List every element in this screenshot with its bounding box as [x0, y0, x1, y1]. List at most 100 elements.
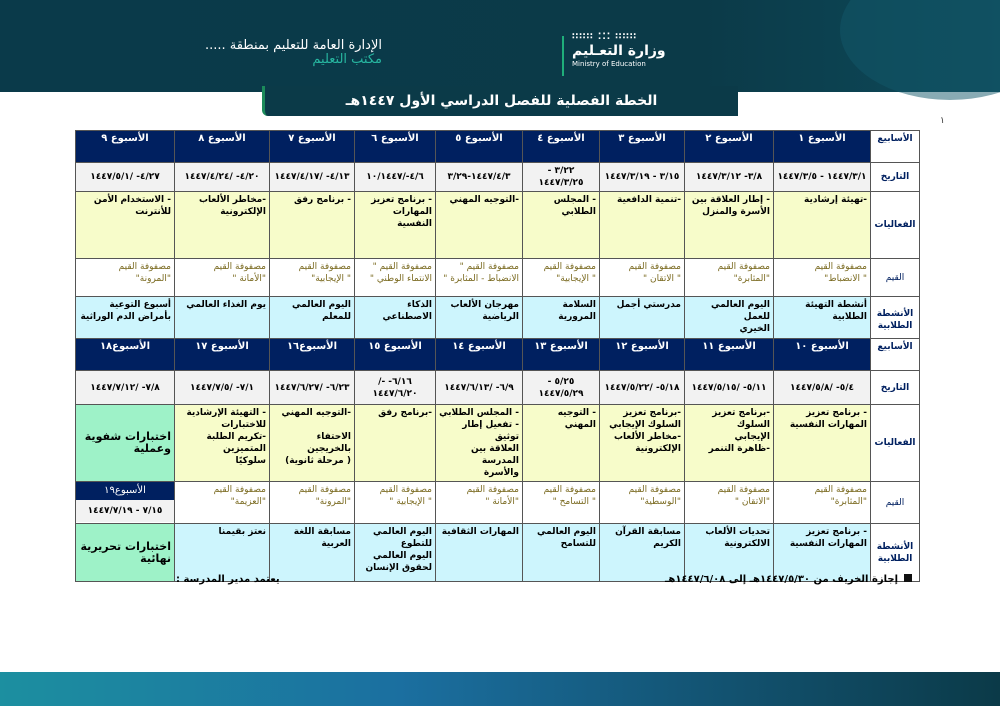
hd-row: الأسابيع الأسبوع ١ الأسبوع ٢ الأسبوع ٣ الأسب… — [75, 130, 920, 163]
values-cell: مصفوفة القيم "المثابرة" — [773, 481, 871, 524]
activities-cell: - المجلس الطلابي - تفعيل إطار توثيق العل… — [435, 404, 523, 482]
date-cell: ٣/١٥ - ١٤٤٧/٣/١٩ — [599, 162, 685, 192]
val-row: القيم مصفوفة القيم "المثابرة" مصفوفة القيم… — [75, 481, 920, 524]
date-row: التاريخ ١٤٤٧/٣/١ - ١٤٤٧/٣/٥ ٣/٨- ١٤٤٧/٣/١٢… — [75, 162, 920, 192]
date-cell: ٥/١٨- /١٤٤٧/٥/٢٢ — [599, 370, 685, 405]
week-19-header: الأسبوع١٩ — [76, 482, 174, 500]
activities-cell: -تنمية الدافعية — [599, 191, 685, 259]
activities-cell: -برنامج رفق — [354, 404, 436, 482]
activities-cell: - التهيئة الإرشادية للاختبارات -تكريم ال… — [174, 404, 270, 482]
week-header: الأسبوع ١٢ — [599, 338, 685, 371]
values-cell: مصفوفة القيم " الانضباط" — [773, 258, 871, 297]
week-19-cell: الأسبوع١٩ ٧/١٥ - ١٤٤٧/٧/١٩ — [75, 481, 175, 524]
principal-approval: يعتمد مدير المدرسة : — [176, 574, 280, 585]
date-cell: ١٤٤٧/٤/٣-٣/٢٩ — [435, 162, 523, 192]
student-activity-cell: نعتز بقيمنا — [174, 523, 270, 582]
values-cell: مصفوفة القيم "المرونة" — [75, 258, 175, 297]
values-cell: مصفوفة القيم "الأمانة " — [174, 258, 270, 297]
date-cell: ٥/١١- /١٤٤٧/٥/١٥ — [684, 370, 774, 405]
page-number: ١ — [940, 116, 945, 126]
week-header: الأسبوع ٣ — [599, 130, 685, 163]
values-cell: مصفوفة القيم "العزيمة" — [174, 481, 270, 524]
date-cell: ٣/٢٢ - ١٤٤٧/٣/٢٥ — [522, 162, 600, 192]
stu-row: الأنشطة الطلابية - برنامج تعزيز المهارات … — [75, 523, 920, 582]
values-cell: مصفوفة القيم " الانضباط - المثابرة " — [435, 258, 523, 297]
week-header: الأسبوع ١٣ — [522, 338, 600, 371]
student-activity-cell: المهارات الثقافية — [435, 523, 523, 582]
student-activity-cell: مدرستي أجمل — [599, 296, 685, 344]
office-name: مكتب التعليم — [312, 52, 382, 67]
row-label-date: التاريخ — [870, 370, 920, 405]
student-activity-cell: أنشطة التهيئة الطلابية — [773, 296, 871, 344]
date-cell: ٤/٢٧- /١٤٤٧/٥/١ — [75, 162, 175, 192]
student-activity-cell: مهرجان الألعاب الرياضية — [435, 296, 523, 344]
date-cell: ٥/٢٥ - ١٤٤٧/٥/٢٩ — [522, 370, 600, 405]
week-header: الأسبوع ٧ — [269, 130, 355, 163]
week-header: الأسبوع ٦ — [354, 130, 436, 163]
logo-divider — [562, 36, 564, 76]
page-title: الخطة الفصلية للفصل الدراسي الأول ١٤٤٧هـ — [262, 86, 738, 116]
activities-cell: - إطار العلاقة بين الأسرة والمنزل — [684, 191, 774, 259]
values-cell: مصفوفة القيم " التسامح " — [522, 481, 600, 524]
values-cell: مصفوفة القيم "المثابرة" — [684, 258, 774, 297]
date-cell: ٧/١- /١٤٤٧/٧/٥ — [174, 370, 270, 405]
activities-cell: -برنامج تعزيز السلوك الإيجابي -ظاهرة الت… — [684, 404, 774, 482]
date-cell: ٦/٢٣- /١٤٤٧/٦/٢٧ — [269, 370, 355, 405]
week-19-date: ٧/١٥ - ١٤٤٧/٧/١٩ — [76, 500, 174, 522]
val-row: القيم مصفوفة القيم " الانضباط" مصفوفة القي… — [75, 258, 920, 297]
student-activity-cell: تحديات الألعاب الالكترونية — [684, 523, 774, 582]
row-label-activities: الفعاليات — [870, 191, 920, 259]
row-label-date: التاريخ — [870, 162, 920, 192]
date-cell: ٣/٨- ١٤٤٧/٣/١٢ — [684, 162, 774, 192]
values-cell: مصفوفة القيم "الأمانة " — [435, 481, 523, 524]
values-cell: مصفوفة القيم " الانتماء الوطني " — [354, 258, 436, 297]
header-band — [0, 0, 1000, 100]
date-cell: ٦/٩- /١٤٤٧/٦/١٣ — [435, 370, 523, 405]
row-label-student: الأنشطة الطلابية — [870, 523, 920, 582]
student-activity-cell: - برنامج تعزيز المهارات النفسية — [773, 523, 871, 582]
week-header: الأسبوع١٨ — [75, 338, 175, 371]
student-activity-cell: اليوم العالمي للتسامح — [522, 523, 600, 582]
date-cell: ٦/١٦- -/١٤٤٧/٦/٢٠ — [354, 370, 436, 405]
week-header: الأسبوع ١١ — [684, 338, 774, 371]
ministry-logo: ∷∷∷ ⁚⁚⁚ ∷∷∷ وزارة التعـليم Ministry of E… — [572, 33, 702, 82]
date-cell: ٤/١٣- /١٤٤٧/٤/١٧ — [269, 162, 355, 192]
row-label-activities: الفعاليات — [870, 404, 920, 482]
activities-cell: - برنامج تعزيز المهارات النفسية — [354, 191, 436, 259]
plan-table-2: الأسابيع الأسبوع ١٠ الأسبوع ١١ الأسبوع ١٢ ال… — [75, 338, 920, 582]
date-cell: ٧/٨- /١٤٤٧/٧/١٢ — [75, 370, 175, 405]
week-header: الأسبوع ٤ — [522, 130, 600, 163]
week-header: الأسبوع ٩ — [75, 130, 175, 163]
week-header: الأسبوع ١٠ — [773, 338, 871, 371]
student-activity-cell: السلامة المرورية — [522, 296, 600, 344]
activities-cell: -برنامج تعزيز السلوك الإيجابي -مخاطر الأ… — [599, 404, 685, 482]
date-cell: ٥/٤- /١٤٤٧/٥/٨ — [773, 370, 871, 405]
student-activity-cell: يوم الغذاء العالمي — [174, 296, 270, 344]
values-cell: مصفوفة القيم "الوسطية" — [599, 481, 685, 524]
activities-cell: -التوجيه المهني الاحتفاء بالخريجين ( مرح… — [269, 404, 355, 482]
activities-cell: -تهيئة إرشادية — [773, 191, 871, 259]
student-activity-cell: اليوم العالمي للتطوع اليوم العالمي لحقوق… — [354, 523, 436, 582]
logo-arabic: وزارة التعـليم — [572, 43, 666, 59]
row-label-values: القيم — [870, 481, 920, 524]
values-cell: مصفوفة القيم " الإيجابية" — [522, 258, 600, 297]
exams-final-cell: اختبارات تحريرية نهائية — [75, 523, 175, 582]
student-activity-cell: مسابقة القرآن الكريم — [599, 523, 685, 582]
exams-oral-cell: اختبارات شفوية وعملية — [75, 404, 175, 482]
values-cell: مصفوفة القيم " الإيجابية" — [269, 258, 355, 297]
week-header: الأسبوع ٨ — [174, 130, 270, 163]
row-label-values: القيم — [870, 258, 920, 297]
hd-row: الأسابيع الأسبوع ١٠ الأسبوع ١١ الأسبوع ١٢ ال… — [75, 338, 920, 371]
vacation-note: إجازة الخريف من ١٤٤٧/٥/٣٠هـ إلى ١٤٤٧/٦/٠… — [665, 574, 912, 585]
student-activity-cell: الذكاء الاصطناعي — [354, 296, 436, 344]
act-row: الفعاليات -تهيئة إرشادية - إطار العلاقة بي… — [75, 191, 920, 259]
values-cell: مصفوفة القيم "المرونة" — [269, 481, 355, 524]
activities-cell: -مخاطر الألعاب الإلكترونية — [174, 191, 270, 259]
row-label-student: الأنشطة الطلابية — [870, 296, 920, 344]
row-label-weeks: الأسابيع — [870, 338, 920, 371]
values-cell: مصفوفة القيم "الاتقان " — [684, 481, 774, 524]
week-header: الأسبوع ١٥ — [354, 338, 436, 371]
student-activity-cell: مسابقة اللغة العربية — [269, 523, 355, 582]
week-header: الأسبوع ١ — [773, 130, 871, 163]
student-activity-cell: اليوم العالمي للعمل الخيري — [684, 296, 774, 344]
